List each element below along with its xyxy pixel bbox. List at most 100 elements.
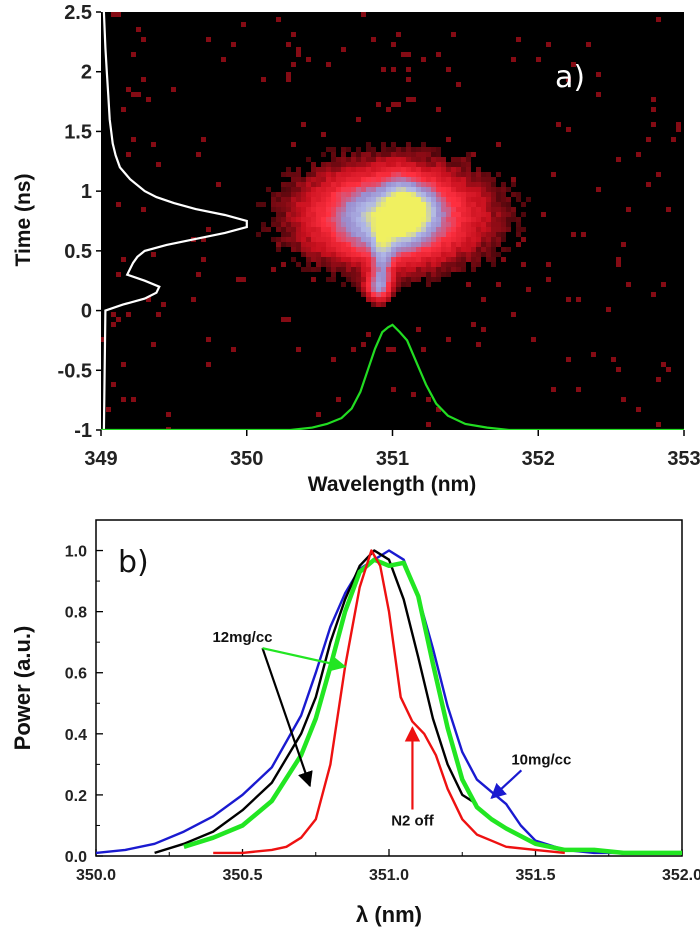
heatmap-cell — [471, 322, 476, 327]
heatmap-cell — [311, 232, 316, 237]
heatmap-cell — [441, 167, 446, 172]
heatmap-cell — [301, 187, 306, 192]
heatmap-cell — [396, 222, 401, 227]
heatmap-cell — [326, 252, 331, 257]
heatmap-cell — [326, 197, 331, 202]
heatmap-cell — [356, 217, 361, 222]
heatmap-cell — [296, 167, 301, 172]
heatmap-cell — [341, 237, 346, 242]
heatmap-cell — [341, 267, 346, 272]
heatmap-cell — [376, 242, 381, 247]
heatmap-cell — [411, 212, 416, 217]
heatmap-cell — [301, 212, 306, 217]
heatmap-cell — [111, 312, 116, 317]
heatmap-cell — [296, 247, 301, 252]
heatmap-cell — [341, 257, 346, 262]
heatmap-cell — [481, 187, 486, 192]
heatmap-cell — [441, 187, 446, 192]
heatmap-cell — [501, 257, 506, 262]
heatmap-cell — [311, 242, 316, 247]
heatmap-cell — [376, 287, 381, 292]
heatmap-cell — [271, 202, 276, 207]
heatmap-cell — [476, 222, 481, 227]
heatmap-cell — [396, 187, 401, 192]
heatmap-cell — [326, 247, 331, 252]
heatmap-cell — [371, 202, 376, 207]
heatmap-cell — [301, 267, 306, 272]
heatmap-cell — [326, 237, 331, 242]
heatmap-cell — [486, 212, 491, 217]
heatmap-cell — [381, 262, 386, 267]
heatmap-cell — [406, 192, 411, 197]
heatmap-cell — [386, 167, 391, 172]
heatmap-cell — [416, 197, 421, 202]
heatmap-cell — [476, 252, 481, 257]
heatmap-cell — [466, 157, 471, 162]
heatmap-cell — [451, 217, 456, 222]
heatmap-cell — [386, 277, 391, 282]
heatmap-cell — [321, 197, 326, 202]
heatmap-cell — [441, 182, 446, 187]
heatmap-cell — [376, 217, 381, 222]
heatmap-cell — [361, 287, 366, 292]
heatmap-cell — [391, 232, 396, 237]
heatmap-cell — [551, 172, 556, 177]
heatmap-cell — [381, 292, 386, 297]
heatmap-cell — [416, 207, 421, 212]
heatmap-cell — [271, 207, 276, 212]
heatmap-cell — [361, 257, 366, 262]
heatmap-cell — [376, 257, 381, 262]
heatmap-cell — [381, 147, 386, 152]
heatmap-cell — [421, 167, 426, 172]
heatmap-cell — [411, 97, 416, 102]
heatmap-cell — [436, 277, 441, 282]
heatmap-cell — [376, 292, 381, 297]
heatmap-cell — [451, 207, 456, 212]
heatmap-cell — [366, 197, 371, 202]
heatmap-cell — [411, 177, 416, 182]
heatmap-cell — [381, 202, 386, 207]
heatmap-cell — [401, 227, 406, 232]
heatmap-cell — [411, 227, 416, 232]
heatmap-cell — [411, 202, 416, 207]
heatmap-cell — [296, 217, 301, 222]
heatmap-cell — [426, 152, 431, 157]
heatmap-cell — [496, 202, 501, 207]
heatmap-cell — [126, 152, 131, 157]
heatmap-cell — [326, 147, 331, 152]
heatmap-cell — [316, 167, 321, 172]
heatmap-cell — [121, 107, 126, 112]
heatmap-cell — [356, 152, 361, 157]
heatmap-cell — [576, 297, 581, 302]
heatmap-cell — [366, 247, 371, 252]
annotation-label: 10mg/cc — [511, 751, 571, 768]
heatmap-cell — [476, 172, 481, 177]
heatmap-cell — [321, 192, 326, 197]
heatmap-cell — [306, 202, 311, 207]
heatmap-cell — [381, 297, 386, 302]
heatmap-cell — [431, 162, 436, 167]
heatmap-cell — [566, 77, 571, 82]
heatmap-cell — [326, 207, 331, 212]
heatmap-cell — [316, 217, 321, 222]
heatmap-cell — [296, 182, 301, 187]
heatmap-cell — [351, 272, 356, 277]
panel-b-series — [96, 549, 682, 856]
heatmap-cell — [471, 217, 476, 222]
heatmap-cell — [206, 37, 211, 42]
heatmap-cell — [341, 272, 346, 277]
panel-a-y-tick-label: 1.5 — [64, 121, 92, 143]
heatmap-cell — [336, 267, 341, 272]
heatmap-cell — [491, 182, 496, 187]
heatmap-cell — [496, 217, 501, 222]
heatmap-cell — [456, 207, 461, 212]
heatmap-cell — [331, 177, 336, 182]
heatmap-cell — [391, 142, 396, 147]
heatmap-cell — [461, 247, 466, 252]
heatmap-cell — [281, 232, 286, 237]
heatmap-cell — [426, 162, 431, 167]
heatmap-cell — [371, 242, 376, 247]
heatmap-cell — [206, 362, 211, 367]
heatmap-cell — [481, 232, 486, 237]
heatmap-cell — [506, 197, 511, 202]
